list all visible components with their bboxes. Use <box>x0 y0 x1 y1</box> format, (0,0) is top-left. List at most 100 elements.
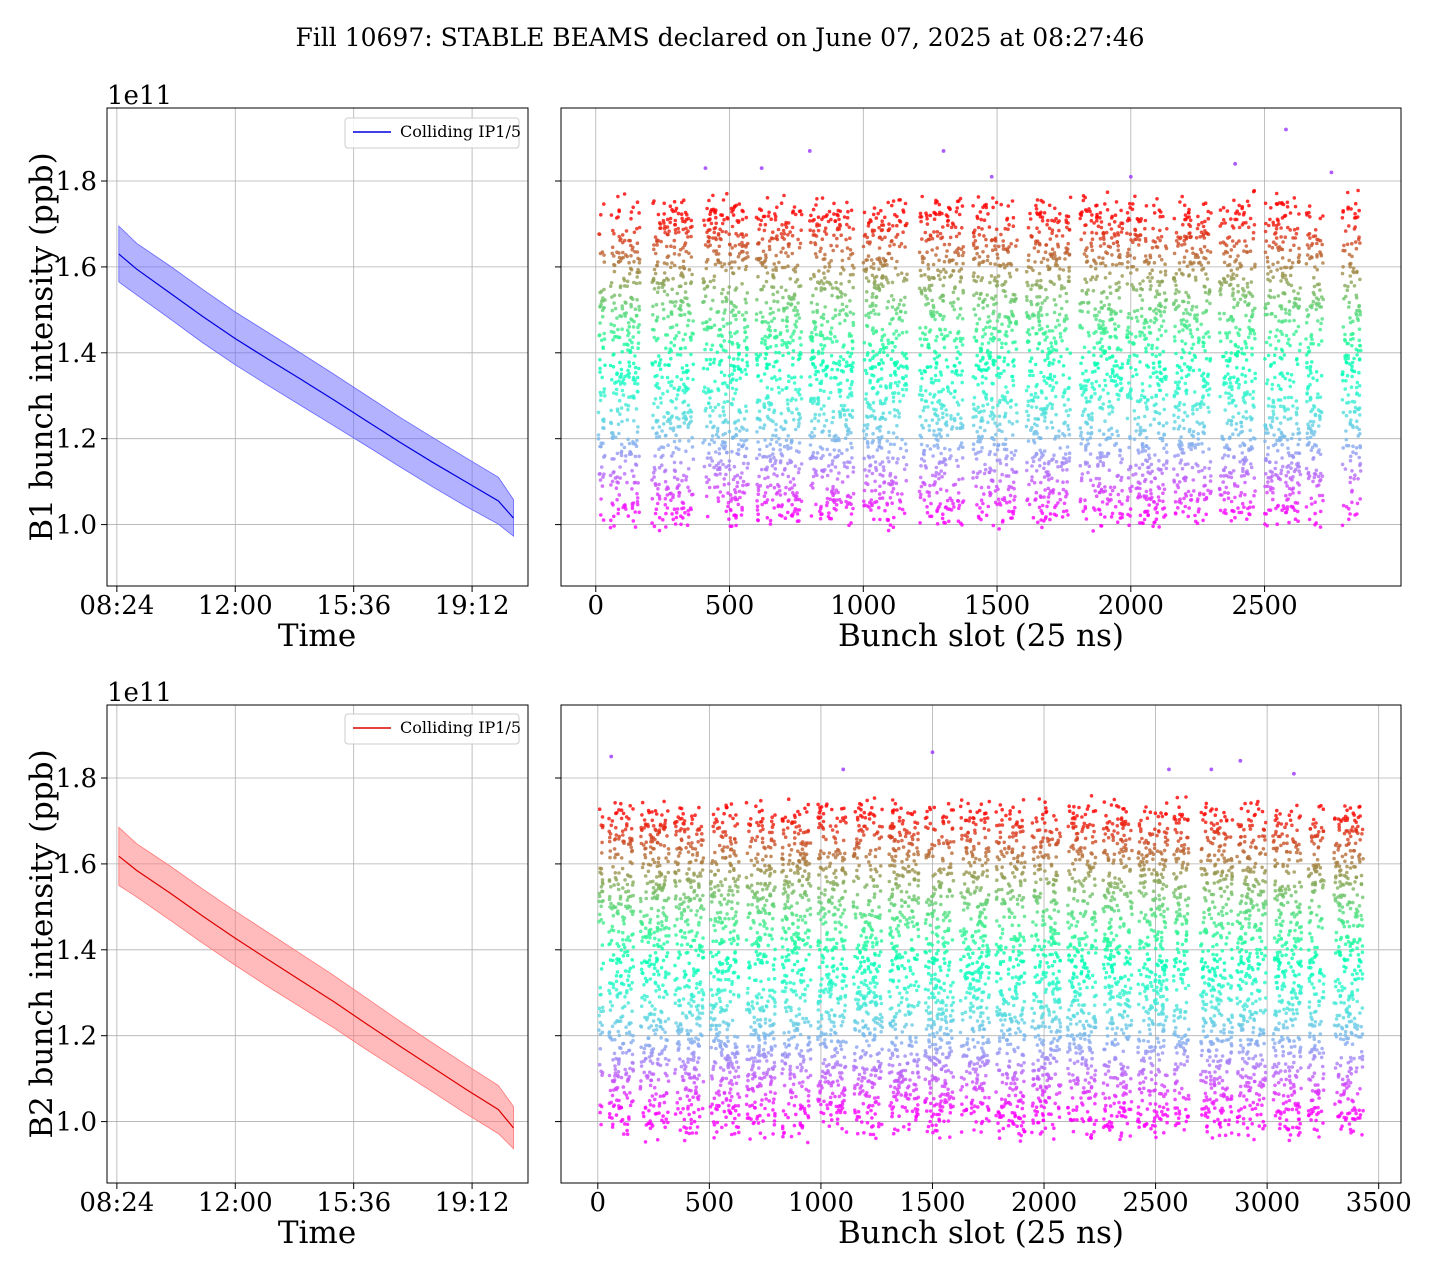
bunch-point <box>971 447 976 452</box>
bunch-point <box>1193 275 1198 280</box>
bunch-point <box>795 491 799 495</box>
bunch-point <box>1001 247 1006 251</box>
bunch-point <box>885 306 889 310</box>
bunch-point <box>1039 509 1043 513</box>
bunch-point <box>618 285 623 290</box>
bunch-point <box>1010 374 1015 379</box>
bunch-point <box>955 206 959 210</box>
bunch-point <box>923 464 928 468</box>
bunch-point <box>982 234 986 238</box>
bunch-point <box>830 367 834 372</box>
bunch-point <box>1098 451 1102 455</box>
b1-time-frame <box>106 107 529 587</box>
bunch-point <box>772 408 777 413</box>
bunch-point <box>602 337 607 341</box>
bunch-point <box>1032 395 1037 399</box>
bunch-point <box>672 460 677 465</box>
bunch-point <box>922 405 927 410</box>
bunch-point <box>665 389 670 394</box>
bunch-point <box>837 217 841 222</box>
bunch-point <box>614 387 619 392</box>
bunch-point <box>980 227 984 231</box>
bunch-point <box>778 513 782 517</box>
bunch-point <box>1008 274 1013 279</box>
bunch-point <box>669 244 673 248</box>
bunch-point <box>1053 437 1057 441</box>
bunch-point <box>1050 231 1054 235</box>
bunch-point <box>655 238 659 242</box>
bunch-point <box>1094 494 1099 499</box>
bunch-point <box>1014 244 1018 248</box>
bunch-point <box>1010 328 1014 333</box>
bunch-point <box>738 410 743 415</box>
bunch-point <box>779 201 784 205</box>
bunch-point <box>948 448 952 452</box>
bunch-point <box>1177 268 1182 272</box>
bunch-point <box>740 217 745 222</box>
bunch-point <box>1173 279 1177 283</box>
bunch-point <box>731 308 735 312</box>
bunch-point <box>730 246 734 250</box>
bunch-point <box>904 387 909 392</box>
bunch-point <box>1158 214 1162 219</box>
bunch-point <box>1038 436 1042 440</box>
bunch-point <box>608 473 613 478</box>
bunch-point <box>725 321 730 326</box>
bunch-point <box>1098 340 1102 345</box>
bunch-point <box>919 385 923 389</box>
bunch-point <box>1176 453 1180 458</box>
bunch-point <box>678 265 682 270</box>
bunch-point <box>975 251 979 256</box>
bunch-point <box>977 317 982 321</box>
bunch-point <box>1101 388 1105 392</box>
bunch-point <box>1195 327 1200 332</box>
bunch-point <box>774 434 778 438</box>
bunch-point <box>1089 430 1094 435</box>
bunch-point <box>986 315 991 319</box>
bunch-point <box>1095 313 1099 318</box>
bunch-point <box>777 436 781 441</box>
bunch-point <box>746 461 750 466</box>
bunch-point <box>898 446 903 451</box>
bunch-point <box>718 360 722 364</box>
bunch-point <box>1142 517 1147 522</box>
bunch-point <box>1182 496 1186 501</box>
bunch-point <box>779 452 784 456</box>
bunch-point <box>1107 356 1112 360</box>
bunch-point <box>629 304 633 309</box>
bunch-point <box>932 429 936 433</box>
bunch-point <box>627 238 631 243</box>
bunch-point <box>897 333 901 337</box>
bunch-point <box>616 481 620 485</box>
bunch-point <box>865 235 870 240</box>
bunch-point <box>1208 491 1213 496</box>
bunch-point <box>771 292 775 297</box>
bunch-point <box>919 273 924 278</box>
bunch-point <box>988 261 993 266</box>
bunch-point <box>682 312 687 317</box>
bunch-point <box>731 435 735 440</box>
bunch-point <box>618 412 622 417</box>
bunch-point <box>888 473 892 478</box>
bunch-point <box>1118 255 1122 260</box>
bunch-point <box>1058 294 1062 298</box>
bunch-point <box>768 333 772 338</box>
bunch-point <box>1162 407 1167 412</box>
bunch-point <box>792 483 797 487</box>
bunch-point <box>939 451 943 456</box>
bunch-point <box>1081 300 1086 305</box>
bunch-point <box>830 438 835 442</box>
bunch-point <box>815 224 819 228</box>
bunch-point <box>786 254 790 258</box>
bunch-point <box>1004 447 1009 452</box>
bunch-point <box>816 419 821 423</box>
bunch-point <box>792 308 796 313</box>
bunch-point <box>1079 386 1084 390</box>
bunch-point <box>899 271 904 276</box>
bunch-point <box>974 339 979 343</box>
bunch-point <box>671 517 676 522</box>
bunch-point <box>1159 324 1164 329</box>
bunch-point <box>961 245 966 249</box>
bunch-point <box>1052 453 1056 458</box>
bunch-point <box>741 490 745 495</box>
